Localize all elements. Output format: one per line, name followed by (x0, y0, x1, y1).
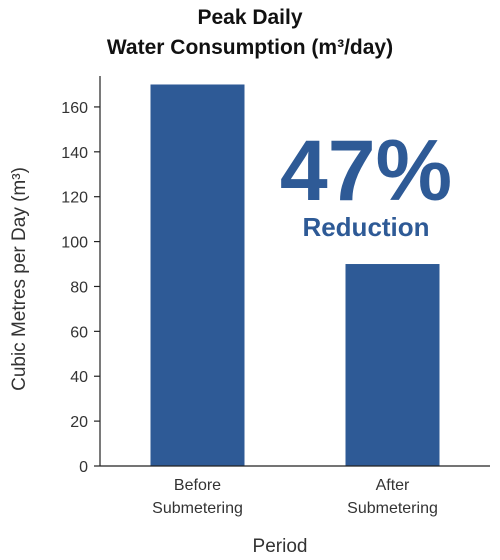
y-tick-label-160: 160 (61, 100, 88, 117)
axes-layer (94, 76, 490, 467)
y-tick-label-140: 140 (61, 145, 88, 162)
annotation-label: Reduction (302, 212, 429, 242)
bar-0 (150, 84, 245, 466)
x-tick-label-1-0: After (376, 477, 410, 494)
x-tick-label-0-1: Submetering (152, 500, 243, 517)
annotation-percent: 47% (280, 123, 452, 219)
annotation-layer: 47%Reduction (280, 123, 452, 242)
labels-layer: Before Submetering After Submetering 0 20 40 60… (9, 100, 438, 557)
chart-title-line-2: Water Consumption (m³/day) (106, 36, 394, 59)
y-tick-label-40: 40 (70, 369, 88, 386)
chart-title-line-1: Peak Daily (197, 6, 303, 29)
bar-1 (345, 264, 440, 466)
x-axis-label: Period (253, 536, 308, 557)
y-tick-label-20: 20 (70, 414, 88, 431)
y-tick-label-100: 100 (61, 235, 88, 252)
x-tick-label-1-1: Submetering (347, 500, 438, 517)
y-tick-label-60: 60 (70, 324, 88, 341)
x-tick-label-0-0: Before (174, 477, 221, 494)
y-tick-label-120: 120 (61, 190, 88, 207)
bars-layer (150, 84, 440, 466)
y-axis-label: Cubic Metres per Day (m³) (9, 167, 30, 391)
y-tick-label-80: 80 (70, 279, 88, 296)
y-tick-label-0: 0 (79, 459, 88, 476)
